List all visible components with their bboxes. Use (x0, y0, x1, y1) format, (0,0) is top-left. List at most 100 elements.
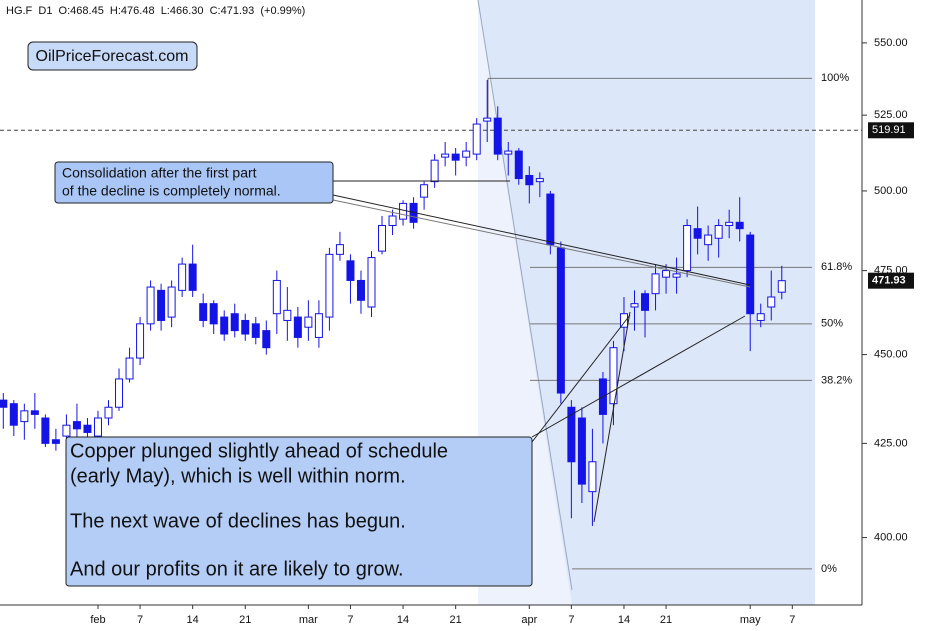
candle-body (567, 406, 576, 463)
pointer (531, 314, 631, 443)
fib-label: 61.8% (821, 261, 852, 273)
candle-body (335, 244, 344, 255)
watermark-box (27, 41, 198, 71)
candle-body (767, 296, 776, 308)
candle-body (483, 117, 492, 122)
pointer (332, 194, 751, 286)
decline-edge (477, 0, 573, 591)
candle-body (641, 293, 650, 311)
candle-body (72, 421, 81, 430)
candle-body (293, 316, 302, 338)
candle-body (20, 410, 29, 423)
candle-body (725, 221, 734, 226)
candle-body (514, 150, 523, 180)
level-label: 519.91 (872, 124, 906, 136)
candle-body (83, 424, 92, 433)
candle-body (115, 378, 124, 408)
candle-body (588, 461, 597, 493)
candle-body (420, 184, 429, 198)
candle-body (325, 253, 334, 318)
x-tick-label: 14 (397, 614, 409, 626)
candle-body (272, 279, 281, 315)
candle-body (451, 153, 460, 161)
header: HG.F D1 O:468.45 H:476.48 L:466.30 C:471… (6, 5, 305, 17)
candle-body (262, 330, 271, 349)
candle-body (672, 273, 681, 278)
candle-body (346, 260, 355, 281)
x-tick-label: mar (299, 614, 318, 626)
candle-body (693, 228, 702, 239)
candle-body (651, 273, 660, 295)
fib-label: 0% (821, 563, 837, 575)
level-label-box (868, 122, 914, 139)
callout-text: The next wave of declines has begun. (70, 510, 406, 532)
callout-box (54, 161, 334, 204)
trend-line (593, 311, 631, 523)
fib-label: 50% (821, 318, 843, 330)
candle-body (41, 417, 50, 444)
fib-label: 38.2% (821, 374, 852, 386)
candle-body (619, 313, 628, 328)
candle-body (683, 224, 692, 272)
candle-body (777, 280, 786, 293)
candle-body (0, 399, 8, 408)
x-tick-label: 7 (347, 614, 353, 626)
x-tick-label: feb (90, 614, 105, 626)
candle-body (146, 286, 155, 325)
candle-body (220, 316, 229, 335)
candle-body (283, 309, 292, 321)
y-tick-label: 400.00 (874, 531, 908, 543)
candle-body (756, 313, 765, 321)
candle-body (136, 323, 145, 359)
pointer (332, 199, 751, 288)
candle-body (441, 153, 450, 158)
callout-text: Consolidation after the first part (62, 165, 257, 181)
x-tick-label: 7 (789, 614, 795, 626)
candle-body (157, 289, 166, 321)
candle-body (51, 439, 60, 444)
last-price-box (868, 272, 914, 289)
x-tick-label: 14 (187, 614, 199, 626)
candle-body (556, 247, 565, 394)
y-tick-label: 500.00 (874, 185, 908, 197)
last-price-label: 471.93 (872, 275, 906, 287)
x-tick-label: 21 (450, 614, 462, 626)
x-tick-label: 7 (137, 614, 143, 626)
candle-body (399, 202, 408, 220)
x-tick-label: 21 (660, 614, 672, 626)
y-tick-label: 525.00 (874, 109, 908, 121)
callout-text: of the decline is completely normal. (62, 183, 281, 199)
fib-label: 100% (821, 72, 849, 84)
candle-body (714, 224, 723, 239)
candle-body (367, 257, 376, 308)
y-tick-label: 425.00 (874, 437, 908, 449)
candle-body (662, 270, 671, 278)
callout-box (65, 436, 533, 587)
candle-body (577, 417, 586, 485)
candle-body (251, 323, 260, 338)
candle-body (472, 123, 481, 155)
candle-body (30, 410, 39, 415)
candle-body (178, 263, 187, 291)
candle-body (609, 347, 618, 405)
plot-area (0, 77, 862, 570)
candle-body (630, 303, 639, 308)
callout-text: (early May), which is well within norm. (70, 465, 406, 487)
y-tick-label: 550.00 (874, 37, 908, 49)
candle-body (304, 316, 313, 328)
candle-body (9, 403, 18, 426)
candle-body (378, 224, 387, 252)
candle-body (104, 406, 113, 419)
watermark: OilPriceForecast.com (36, 48, 189, 65)
candle-body (704, 234, 713, 246)
candle-body (356, 279, 365, 301)
candle-body (430, 159, 439, 183)
candle-body (125, 357, 134, 380)
callout-text: And our profits on it are likely to grow… (70, 558, 404, 580)
x-tick-label: apr (521, 614, 537, 626)
candle-body (188, 263, 197, 291)
pointer (531, 315, 746, 438)
candle-body (167, 286, 176, 318)
candle-body (462, 150, 471, 158)
